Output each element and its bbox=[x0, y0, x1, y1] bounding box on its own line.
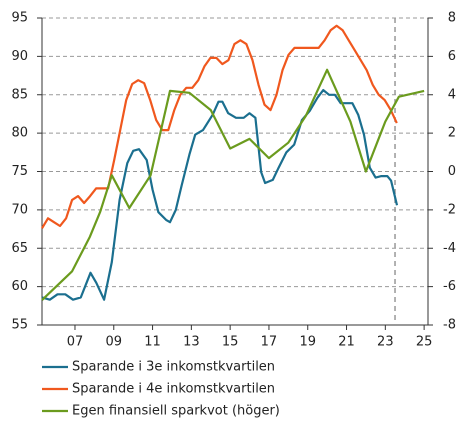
x-tick-label: 11 bbox=[144, 335, 161, 350]
x-tick-label: 09 bbox=[105, 335, 122, 350]
y2-tick-label: 0 bbox=[448, 164, 456, 179]
y2-tick-label: 4 bbox=[448, 87, 456, 102]
y2-tick-label: -6 bbox=[443, 279, 456, 294]
x-tick-label: 25 bbox=[416, 335, 433, 350]
y-tick-label: 80 bbox=[11, 126, 28, 141]
x-tick-label: 15 bbox=[222, 335, 239, 350]
series-line bbox=[41, 89, 399, 301]
x-tick-label: 07 bbox=[67, 335, 84, 350]
y2-tick-label: -8 bbox=[443, 318, 456, 333]
legend-label: Egen finansiell sparkvot (höger) bbox=[72, 404, 280, 419]
legend-label: Sparande i 3e inkomstkvartilen bbox=[72, 360, 275, 375]
y2-tick-label: 8 bbox=[448, 11, 456, 26]
series-line bbox=[41, 24, 398, 229]
y-tick-label: 55 bbox=[11, 318, 28, 333]
y-tick-label: 85 bbox=[11, 87, 28, 102]
x-tick-label: 21 bbox=[338, 335, 355, 350]
y-tick-label: 65 bbox=[11, 241, 28, 256]
y-tick-label: 95 bbox=[11, 11, 28, 26]
x-tick-label: 19 bbox=[299, 335, 316, 350]
x-tick-label: 13 bbox=[183, 335, 200, 350]
y-tick-label: 90 bbox=[11, 49, 28, 64]
y-tick-label: 70 bbox=[11, 202, 28, 217]
y-tick-label: 60 bbox=[11, 279, 28, 294]
y-tick-label: 75 bbox=[11, 164, 28, 179]
y2-tick-label: -2 bbox=[443, 202, 456, 217]
x-tick-label: 23 bbox=[377, 335, 394, 350]
y2-tick-label: -4 bbox=[443, 241, 456, 256]
y2-tick-label: 6 bbox=[448, 49, 456, 64]
x-tick-label: 17 bbox=[261, 335, 278, 350]
legend-label: Sparande i 4e inkomstkvartilen bbox=[72, 382, 275, 397]
y2-tick-label: 2 bbox=[448, 126, 456, 141]
series-line bbox=[41, 68, 425, 301]
